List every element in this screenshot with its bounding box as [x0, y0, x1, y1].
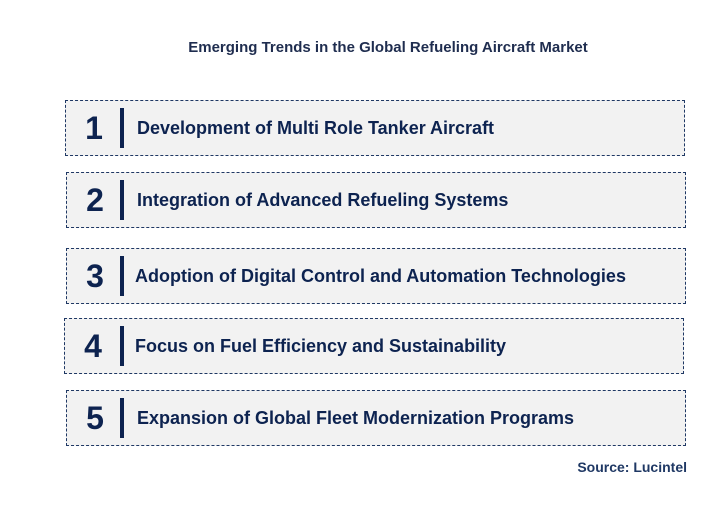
trend-divider	[120, 256, 124, 296]
trend-item-5: 5 Expansion of Global Fleet Modernizatio…	[66, 390, 686, 446]
source-credit: Source: Lucintel	[577, 459, 687, 475]
trend-divider	[120, 180, 124, 220]
trend-label: Adoption of Digital Control and Automati…	[135, 265, 626, 286]
trend-number: 4	[84, 327, 102, 364]
trend-label: Integration of Advanced Refueling System…	[137, 189, 509, 210]
diagram-title: Emerging Trends in the Global Refueling …	[188, 39, 588, 56]
trend-item-4: 4 Focus on Fuel Efficiency and Sustainab…	[64, 318, 684, 374]
trend-label: Expansion of Global Fleet Modernization …	[137, 407, 575, 428]
trend-divider	[120, 326, 124, 366]
trend-item-2: 2 Integration of Advanced Refueling Syst…	[66, 172, 686, 228]
trend-number: 3	[86, 257, 104, 294]
trend-number: 5	[86, 399, 104, 436]
trend-label: Focus on Fuel Efficiency and Sustainabil…	[135, 335, 507, 356]
trend-item-1: 1 Development of Multi Role Tanker Aircr…	[65, 100, 685, 156]
trend-label: Development of Multi Role Tanker Aircraf…	[137, 117, 495, 138]
trend-divider	[120, 398, 124, 438]
trend-divider	[120, 108, 124, 148]
trend-item-3: 3 Adoption of Digital Control and Automa…	[66, 248, 686, 304]
trend-number: 2	[86, 181, 104, 218]
trend-number: 1	[85, 109, 103, 146]
